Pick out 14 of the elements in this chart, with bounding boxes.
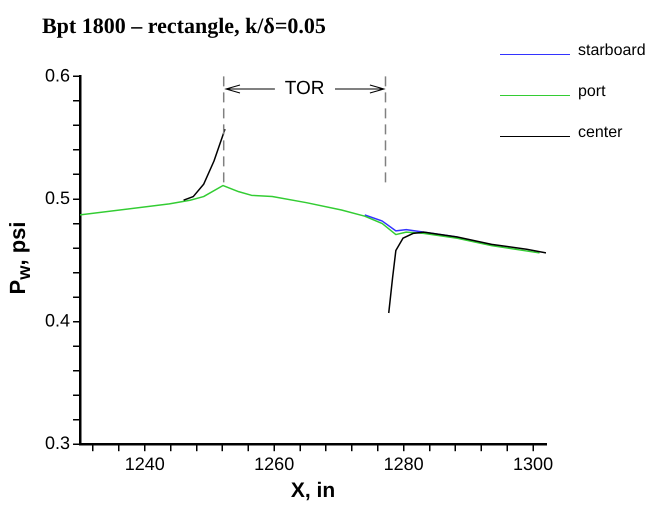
annotation: TOR xyxy=(284,78,326,100)
legend-label: center xyxy=(578,124,624,142)
y-tick-label: 0.4 xyxy=(44,310,70,331)
y-tick-label: 0.6 xyxy=(44,65,70,86)
y-tick-label: 0.3 xyxy=(44,433,70,454)
legend-label: port xyxy=(578,82,607,100)
chart-title: Bpt 1800 – rectangle, k/δ=0.05 xyxy=(42,12,326,38)
x-tick-label: 1240 xyxy=(124,454,165,474)
y-tick-label: 0.5 xyxy=(44,188,70,208)
x-axis-title: X, in xyxy=(290,479,336,502)
x-tick-label: 1260 xyxy=(254,454,294,474)
x-tick-label: 1280 xyxy=(384,454,424,474)
x-tick-label: 1300 xyxy=(513,454,554,474)
legend-label: starboard xyxy=(578,42,647,60)
